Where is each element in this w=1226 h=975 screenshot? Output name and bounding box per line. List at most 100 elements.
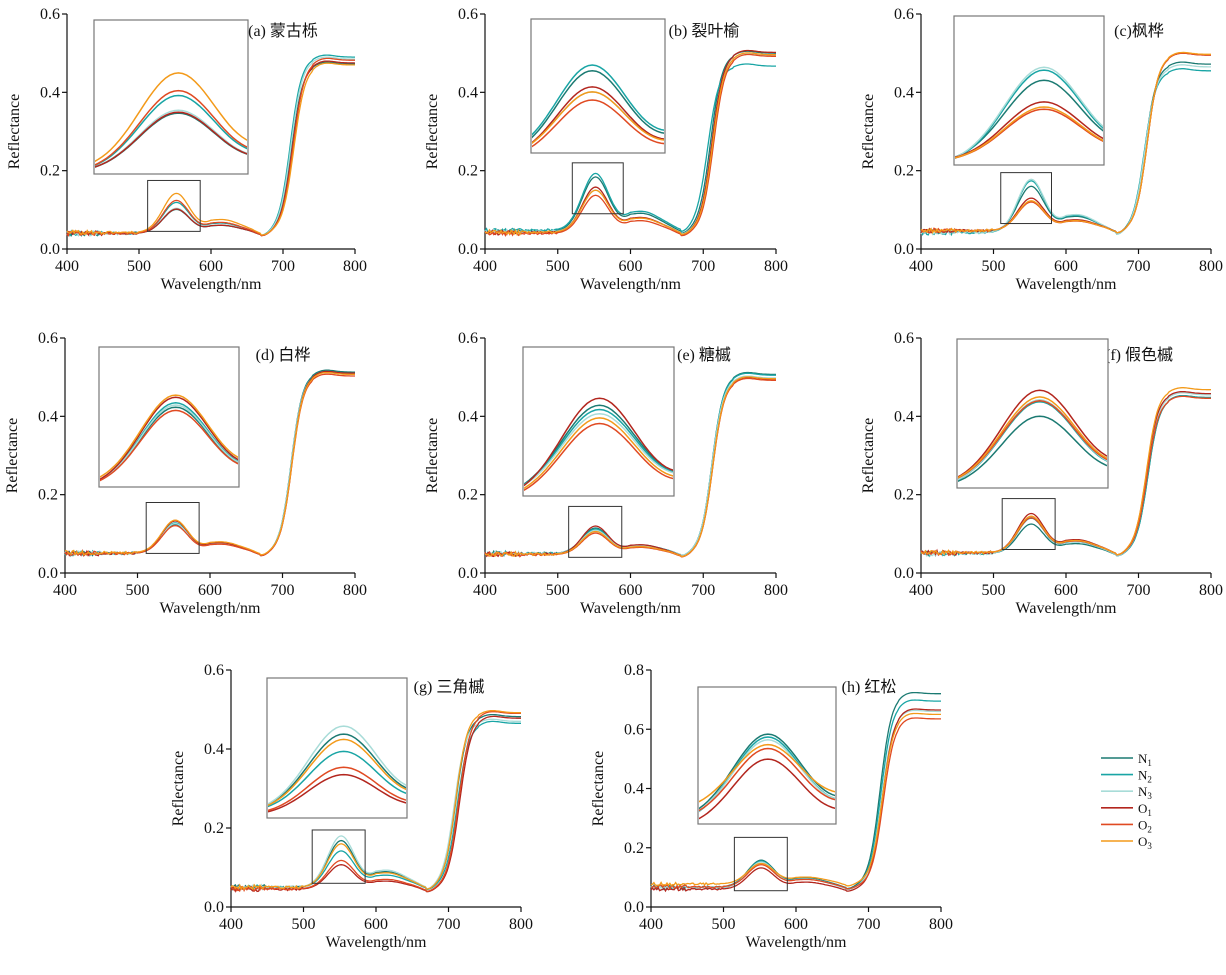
inset-line-O3 — [95, 72, 247, 163]
legend-label-N2: N2 — [1138, 768, 1152, 785]
series-line-O3 — [64, 371, 355, 556]
inset-line-O3 — [699, 743, 835, 803]
y-axis-label: Reflectance — [6, 94, 23, 170]
inset-plot — [699, 733, 835, 820]
y-tick-label: 0.4 — [894, 84, 914, 101]
y-tick-label: 0.4 — [458, 84, 478, 101]
zoom-box — [568, 505, 623, 558]
series-line-O2 — [484, 53, 776, 237]
y-tick-label: 0.0 — [894, 565, 914, 582]
x-tick-label: 500 — [546, 582, 570, 599]
x-tick-label: 500 — [982, 258, 1006, 275]
inset-line-O1 — [100, 396, 238, 481]
inset-line-O3 — [958, 396, 1107, 479]
subplot-a: 0.0 0.2 0.4 0.6 400 500 600 700 800 Wavelength/nm… — [6, 6, 367, 293]
x-tick-label: 400 — [473, 258, 497, 275]
x-tick-label: 700 — [1127, 582, 1151, 599]
inset-line-O3 — [268, 738, 406, 807]
inset-line-O2 — [268, 766, 406, 812]
series-line-O3 — [66, 62, 355, 236]
series-line-O3 — [920, 387, 1211, 556]
x-axis-label: Wavelength/nm — [580, 600, 681, 617]
x-tick-label: 500 — [127, 258, 151, 275]
inset-line-O2 — [95, 89, 247, 166]
inset-plot — [100, 394, 238, 482]
series-line-O1 — [650, 708, 941, 893]
subplot-c: 0.0 0.2 0.4 0.6 400 500 600 700 800 Wavelength/nm… — [860, 6, 1223, 293]
inset-line-O1 — [955, 101, 1103, 159]
x-tick-label: 500 — [982, 582, 1006, 599]
x-tick-label: 700 — [271, 582, 295, 599]
x-tick-label: 500 — [126, 582, 150, 599]
y-tick-label: 0.0 — [458, 565, 478, 582]
inset-line-O3 — [524, 417, 673, 490]
inset-plot — [524, 397, 673, 492]
zoom-box — [733, 836, 788, 892]
panel-title: (g) 三角槭 — [414, 678, 485, 696]
x-tick-label: 400 — [909, 258, 933, 275]
inset-line-N2 — [955, 69, 1103, 159]
inset-line-O2 — [699, 747, 835, 812]
y-axis-label: Reflectance — [860, 418, 877, 494]
inset-plot — [95, 72, 247, 168]
series-line-N3 — [485, 375, 776, 557]
inset-line-N2 — [524, 408, 673, 486]
x-axis-label: Wavelength/nm — [161, 276, 262, 293]
inset-line-O1 — [532, 86, 664, 144]
inset-line-N3 — [699, 739, 835, 812]
x-tick-label: 600 — [198, 582, 222, 599]
x-tick-label: 400 — [909, 582, 933, 599]
x-tick-label: 700 — [1127, 258, 1151, 275]
legend-label-O1: O1 — [1138, 801, 1152, 818]
x-tick-label: 800 — [764, 582, 788, 599]
y-axis-label: Reflectance — [590, 751, 607, 827]
x-tick-label: 700 — [271, 258, 295, 275]
y-tick-label: 0.4 — [40, 84, 60, 101]
inset-line-O3 — [532, 91, 664, 145]
subplot-g: 0.0 0.2 0.4 0.6 400 500 600 700 800 Wavelength/nm… — [170, 662, 533, 951]
y-tick-label: 0.4 — [894, 408, 914, 425]
series-line-O2 — [66, 57, 355, 237]
y-tick-label: 0.4 — [204, 741, 224, 758]
x-tick-label: 800 — [1199, 582, 1223, 599]
series-line-O3 — [484, 376, 776, 558]
y-tick-label: 0.6 — [458, 330, 478, 347]
inset-line-N3 — [524, 412, 673, 487]
inset-line-N2 — [532, 64, 664, 136]
inset-line-O2 — [524, 422, 673, 492]
x-tick-label: 600 — [619, 258, 643, 275]
inset-frame — [522, 346, 675, 497]
series-line-O3 — [230, 710, 522, 891]
inset-line-O1 — [524, 397, 673, 487]
panel-title: (f) 假色槭 — [1105, 346, 1173, 364]
x-axis-label: Wavelength/nm — [580, 276, 681, 293]
inset-line-O1 — [95, 111, 247, 168]
y-tick-label: 0.2 — [38, 487, 58, 504]
subplot-f: 0.0 0.2 0.4 0.6 400 500 600 700 800 Wavelength/nm… — [860, 330, 1223, 617]
zoom-box — [311, 829, 366, 884]
x-tick-label: 600 — [1054, 582, 1078, 599]
x-tick-label: 600 — [784, 916, 808, 933]
inset-line-O1 — [958, 389, 1107, 478]
panel-title: (c)枫桦 — [1114, 22, 1164, 40]
x-tick-label: 500 — [292, 916, 316, 933]
inset-line-O1 — [699, 758, 835, 820]
legend-label-N3: N3 — [1138, 784, 1152, 801]
x-axis-label: Wavelength/nm — [746, 934, 847, 951]
series-line-O3 — [484, 52, 776, 237]
y-tick-label: 0.2 — [894, 487, 914, 504]
x-tick-label: 700 — [691, 258, 715, 275]
subplot-e: 0.0 0.2 0.4 0.6 400 500 600 700 800 Wavelength/nm… — [424, 330, 788, 617]
x-axis-label: Wavelength/nm — [1016, 600, 1117, 617]
inset-frame — [956, 338, 1109, 489]
y-tick-label: 0.6 — [894, 6, 914, 23]
y-tick-label: 0.0 — [40, 241, 60, 258]
inset-line-O2 — [532, 99, 664, 148]
x-tick-label: 800 — [343, 582, 367, 599]
x-tick-label: 400 — [53, 582, 77, 599]
x-tick-label: 600 — [199, 258, 223, 275]
inset-plot — [532, 64, 664, 148]
inset-line-O1 — [268, 773, 406, 813]
